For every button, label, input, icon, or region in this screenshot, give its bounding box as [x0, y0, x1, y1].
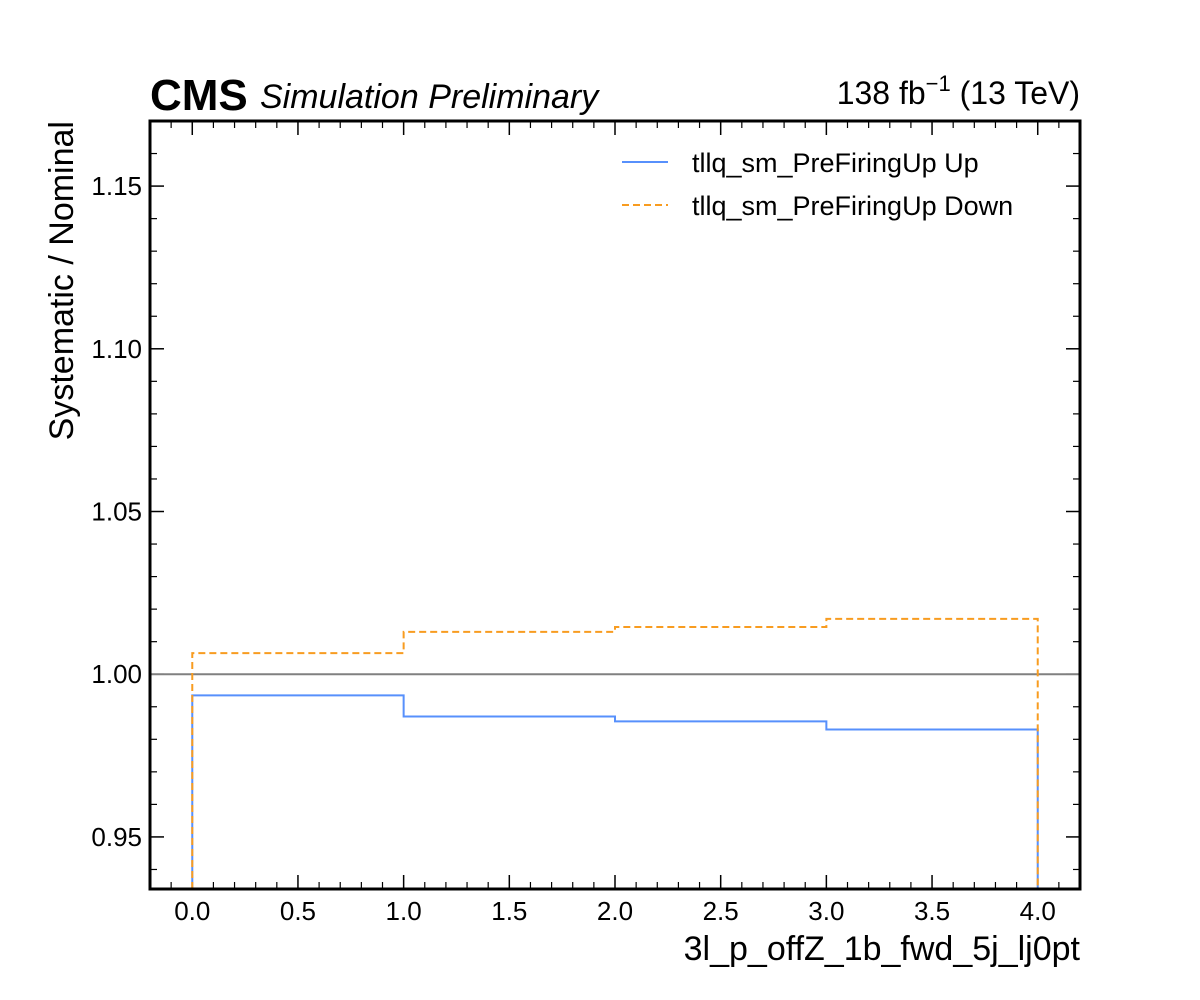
y-tick-label: 1.00 — [91, 659, 142, 689]
x-axis-label: 3l_p_offZ_1b_fwd_5j_lj0pt — [684, 930, 1081, 968]
legend: tllq_sm_PreFiringUp Up tllq_sm_PreFiringU… — [622, 148, 1013, 221]
lumi-energy: (13 TeV) — [951, 75, 1080, 111]
y-tick-label: 0.95 — [91, 822, 142, 852]
ticks — [149, 121, 1081, 889]
y-axis-label: Systematic / Nominal — [43, 121, 81, 440]
status-label: Simulation Preliminary — [260, 78, 600, 116]
luminosity-label: 138 fb−1 (13 TeV) — [837, 71, 1080, 111]
x-tick-label: 0.5 — [280, 896, 316, 926]
x-tick-label: 1.5 — [491, 896, 527, 926]
lumi-value: 138 fb — [837, 75, 926, 111]
experiment-label: CMS — [150, 71, 248, 120]
legend-label: tllq_sm_PreFiringUp Down — [692, 191, 1013, 221]
x-tick-label: 0.0 — [174, 896, 210, 926]
series-line-1 — [191, 617, 1039, 889]
x-tick-label: 3.5 — [914, 896, 950, 926]
x-tick-label: 1.0 — [386, 896, 422, 926]
plot-lines — [150, 617, 1080, 889]
legend-label: tllq_sm_PreFiringUp Up — [692, 148, 979, 178]
x-tick-label: 4.0 — [1020, 896, 1056, 926]
series-line-0 — [191, 694, 1039, 889]
x-tick-label: 2.5 — [703, 896, 739, 926]
plot-frame — [148, 119, 1082, 891]
tick-labels: 0.0 0.5 1.0 1.5 2.0 2.5 3.0 3.5 4.0 0.95 1.00 1.05 1… — [91, 171, 1055, 926]
y-tick-label: 1.10 — [91, 334, 142, 364]
x-tick-label: 3.0 — [808, 896, 844, 926]
lumi-exponent: −1 — [926, 71, 951, 96]
y-tick-label: 1.05 — [91, 497, 142, 527]
y-tick-label: 1.15 — [91, 171, 142, 201]
x-tick-label: 2.0 — [597, 896, 633, 926]
